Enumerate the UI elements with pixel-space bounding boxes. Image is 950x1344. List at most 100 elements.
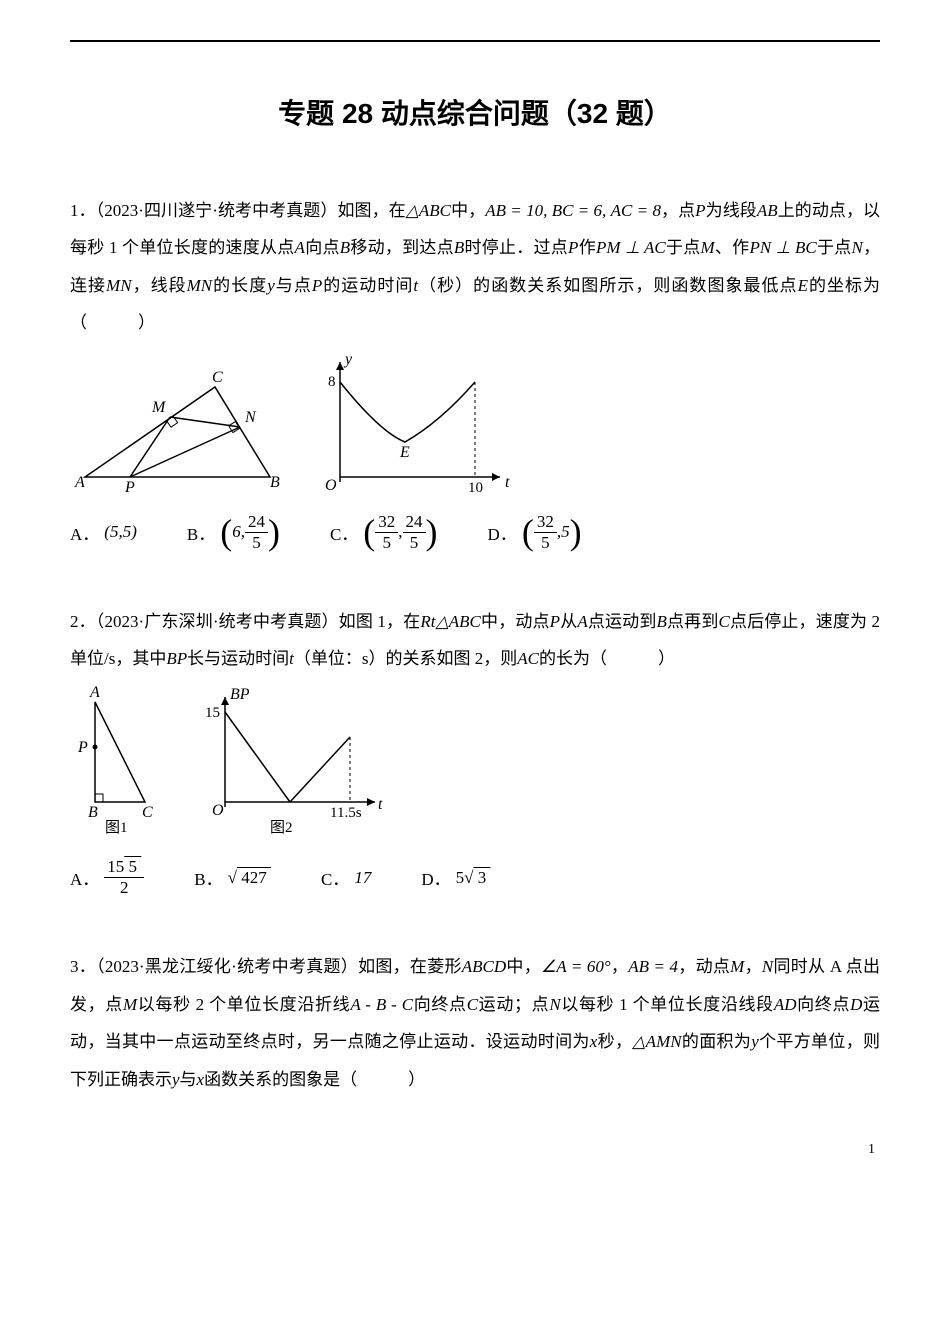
q3-source: （2023·黑龙江绥化·统考中考真题）如图，在菱形 — [96, 957, 462, 976]
q1-optc-den2: 5 — [403, 533, 426, 553]
q1-text: 1．（2023·四川遂宁·统考中考真题）如图，在△ABC中，AB = 10, B… — [70, 192, 880, 342]
q1-p: P — [695, 201, 705, 220]
q2-ac: AC — [517, 649, 539, 668]
q1-options: A． (5,5) B． ( 6, 245 ) C． ( 325 , 245 ) … — [70, 512, 880, 553]
q1-y: y — [267, 276, 275, 295]
q2-label: 2． — [70, 612, 96, 631]
q3-t7: 向终点 — [413, 995, 467, 1014]
q1-source: （2023·四川遂宁·统考中考真题）如图，在 — [96, 201, 406, 220]
q1-ac: AC = 8 — [611, 201, 661, 220]
q2-optc-label: C． — [321, 865, 349, 890]
q3-t4: ， — [744, 957, 762, 976]
q1-bc: BC = 6, — [552, 201, 607, 220]
q2-t6: 长与运动时间 — [187, 649, 289, 668]
svg-text:B: B — [270, 474, 280, 491]
q2-t8: 的长为（ ） — [539, 649, 675, 668]
q1-t7: 移动，到达点 — [350, 238, 454, 257]
q2-text: 2．（2023·广东深圳·统考中考真题）如图 1，在Rt△ABC中，动点P从A点… — [70, 603, 880, 678]
svg-text:11.5s: 11.5s — [330, 805, 362, 821]
question-3: 3．（2023·黑龙江绥化·统考中考真题）如图，在菱形ABCD中，∠A = 60… — [70, 948, 880, 1098]
q3-ab: AB = 4 — [628, 957, 678, 976]
q1-optc-num2: 24 — [403, 512, 426, 533]
q2-figures: A B C P 图1 15 O 11.5s t BP 图2 — [70, 687, 880, 837]
q2-triangle-figure: A B C P 图1 — [70, 687, 170, 837]
q1-optb-den: 5 — [245, 533, 268, 553]
q3-n2: N — [549, 995, 560, 1014]
q3-angle: ∠A = 60° — [541, 957, 611, 976]
q1-mn: MN — [106, 276, 132, 295]
q1-optd-5: ,5 — [557, 522, 570, 542]
q1-p2: P — [568, 238, 578, 257]
q2-option-c: C． 17 — [321, 865, 371, 890]
q1-triangle-figure: A B C P M N — [70, 352, 290, 492]
q1-label: 1． — [70, 201, 96, 220]
q2-t7: （单位：s）的关系如图 2，则 — [294, 649, 517, 668]
question-2: 2．（2023·广东深圳·统考中考真题）如图 1，在Rt△ABC中，动点P从A点… — [70, 603, 880, 899]
svg-text:M: M — [151, 399, 167, 416]
q3-t15: 与 — [180, 1070, 197, 1089]
q1-option-b: B． ( 6, 245 ) — [187, 512, 280, 553]
svg-text:BP: BP — [230, 686, 250, 703]
q3-text: 3．（2023·黑龙江绥化·统考中考真题）如图，在菱形ABCD中，∠A = 60… — [70, 948, 880, 1098]
q3-amn: △AMN — [632, 1032, 681, 1051]
q1-option-d: D． ( 325 ,5 ) — [488, 512, 582, 553]
q1-triangle: △ABC — [406, 201, 451, 220]
q1-t9: 作 — [578, 238, 596, 257]
svg-text:P: P — [77, 739, 88, 756]
q1-m: M — [701, 238, 715, 257]
q1-pm: PM ⊥ AC — [596, 238, 666, 257]
q2-option-d: D． 5√ 3 — [421, 865, 490, 890]
svg-text:E: E — [399, 444, 410, 461]
q3-ad: AD — [774, 995, 797, 1014]
q2-rt: Rt△ABC — [420, 612, 481, 631]
q2-t4: 点再到 — [667, 612, 719, 631]
q3-label: 3． — [70, 957, 96, 976]
q1-pn: PN ⊥ BC — [749, 238, 816, 257]
q3-n: N — [762, 957, 773, 976]
q2-source: （2023·广东深圳·统考中考真题）如图 1，在 — [96, 612, 421, 631]
q1-mn2: MN — [187, 276, 213, 295]
q1-optc-den1: 5 — [375, 533, 398, 553]
q2-t2: 从 — [560, 612, 577, 631]
question-1: 1．（2023·四川遂宁·统考中考真题）如图，在△ABC中，AB = 10, B… — [70, 192, 880, 553]
q3-t1: 中， — [506, 957, 541, 976]
q1-t11: 、作 — [715, 238, 750, 257]
q1-optb-6: 6, — [232, 522, 245, 542]
q1-optd-label: D． — [488, 520, 517, 545]
svg-text:O: O — [212, 802, 224, 819]
q1-n: N — [851, 238, 862, 257]
q2-t1: 中，动点 — [481, 612, 550, 631]
q1-a: A — [295, 238, 305, 257]
q1-ab: AB = 10, — [485, 201, 547, 220]
q1-t12: 于点 — [817, 238, 852, 257]
q1-graph-figure: 8 O 10 t y E — [320, 352, 520, 492]
q3-d: D — [850, 995, 862, 1014]
q1-t6: 向点 — [305, 238, 340, 257]
q1-t14: ，线段 — [132, 276, 187, 295]
q2-graph-figure: 15 O 11.5s t BP 图2 — [200, 687, 390, 837]
q1-t2: 中， — [451, 201, 485, 220]
q1-b: B — [340, 238, 350, 257]
q3-c: C — [467, 995, 478, 1014]
svg-text:A: A — [74, 474, 85, 491]
q1-optc-label: C． — [330, 520, 358, 545]
q3-m: M — [730, 957, 744, 976]
q2-option-b: B． √ 427 — [194, 865, 271, 890]
svg-text:15: 15 — [205, 705, 220, 721]
q1-t17: 的运动时间 — [322, 276, 413, 295]
q3-t13: 的面积为 — [682, 1032, 752, 1051]
q3-y2: y — [172, 1070, 180, 1089]
q2-bp: BP — [166, 649, 187, 668]
svg-text:O: O — [325, 477, 337, 494]
q3-t8: 运动；点 — [478, 995, 549, 1014]
q1-p3: P — [312, 276, 322, 295]
q1-b2: B — [454, 238, 464, 257]
q1-optb-label: B． — [187, 520, 215, 545]
q2-optb-label: B． — [194, 865, 222, 890]
svg-text:P: P — [124, 479, 135, 496]
q2-opta-label: A． — [70, 865, 99, 890]
q2-b: B — [656, 612, 666, 631]
q3-t3: ，动点 — [678, 957, 730, 976]
svg-text:t: t — [505, 474, 510, 491]
page-title: 专题 28 动点综合问题（32 题） — [70, 92, 880, 132]
